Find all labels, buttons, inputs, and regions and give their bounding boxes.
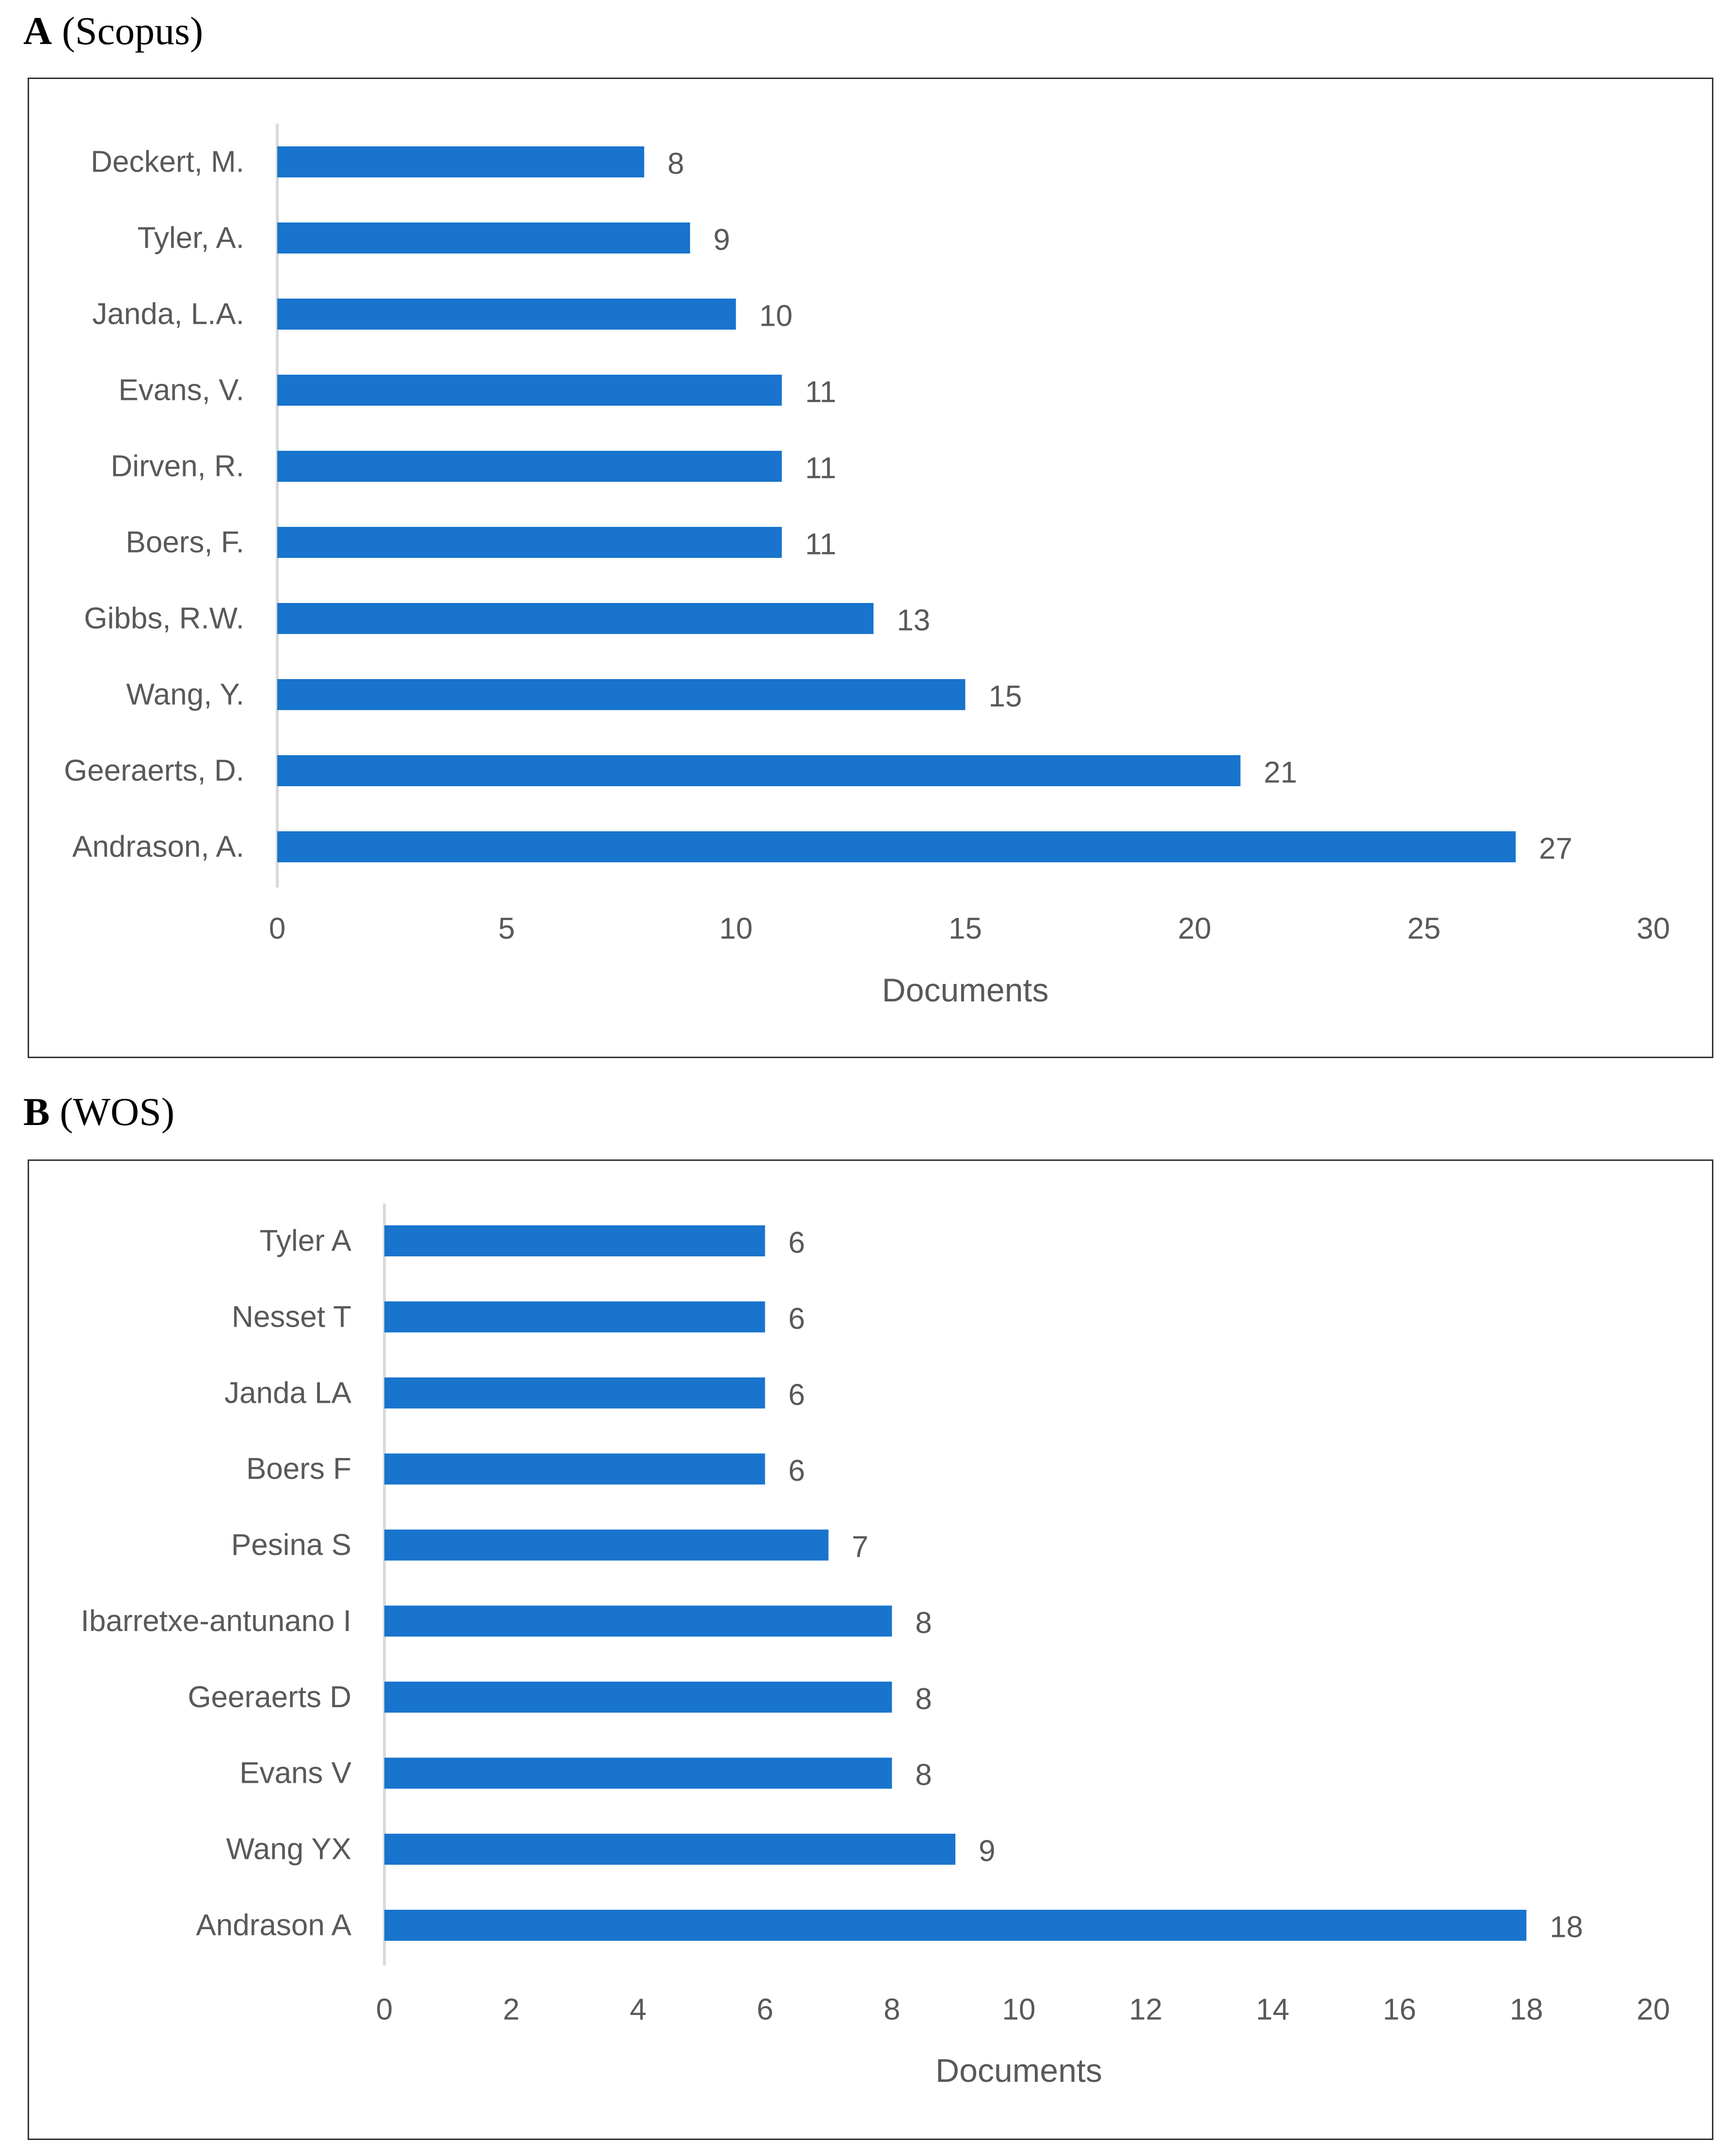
wos-bar bbox=[384, 1910, 1527, 1941]
wos-data-label: 18 bbox=[1550, 1911, 1583, 1944]
scopus-data-label: 11 bbox=[805, 528, 836, 561]
scopus-category-label: Dirven, R. bbox=[111, 450, 244, 483]
wos-category-label: Andrason A bbox=[196, 1909, 351, 1942]
wos-bar bbox=[384, 1834, 956, 1865]
scopus-x-tick-label: 5 bbox=[498, 912, 515, 946]
scopus-bar bbox=[277, 831, 1516, 862]
scopus-category-label: Tyler, A. bbox=[137, 222, 244, 255]
panel-b-letter: B bbox=[23, 1090, 50, 1134]
scopus-category-label: Boers, F. bbox=[126, 526, 244, 559]
wos-category-label: Wang YX bbox=[226, 1833, 351, 1866]
scopus-bar bbox=[277, 222, 690, 254]
scopus-category-label: Wang, Y. bbox=[126, 678, 244, 712]
wos-category-label: Janda LA bbox=[224, 1376, 352, 1410]
wos-bar bbox=[384, 1377, 765, 1409]
scopus-chart-frame: Deckert, M. 8 Tyler, A. 9 Janda, L.A. 10 Evans… bbox=[28, 78, 1713, 1058]
wos-bar bbox=[384, 1453, 765, 1485]
wos-data-label: 8 bbox=[915, 1759, 932, 1792]
scopus-data-label: 21 bbox=[1264, 756, 1297, 790]
panel-b-source: (WOS) bbox=[60, 1090, 175, 1134]
scopus-data-label: 9 bbox=[713, 223, 730, 257]
scopus-x-tick-label: 20 bbox=[1178, 912, 1211, 946]
scopus-data-label: 27 bbox=[1539, 832, 1572, 866]
scopus-bar bbox=[277, 755, 1241, 786]
wos-bar bbox=[384, 1605, 892, 1637]
panel-a-letter: A bbox=[23, 9, 52, 53]
scopus-bar bbox=[277, 451, 782, 482]
wos-data-label: 7 bbox=[852, 1530, 868, 1564]
wos-x-tick-label: 4 bbox=[630, 1993, 646, 2027]
wos-x-tick-label: 8 bbox=[884, 1993, 900, 2027]
wos-data-label: 6 bbox=[788, 1302, 805, 1335]
wos-x-axis-title: Documents bbox=[935, 2052, 1102, 2089]
scopus-x-tick-label: 25 bbox=[1407, 912, 1441, 946]
wos-category-label: Pesina S bbox=[231, 1528, 351, 1562]
wos-bar bbox=[384, 1301, 765, 1332]
scopus-bar bbox=[277, 375, 782, 406]
scopus-category-label: Gibbs, R.W. bbox=[84, 602, 244, 635]
wos-x-tick-label: 18 bbox=[1510, 1993, 1543, 2027]
wos-x-tick-label: 12 bbox=[1129, 1993, 1162, 2027]
wos-data-label: 6 bbox=[788, 1454, 805, 1488]
panel-a-source: (Scopus) bbox=[62, 9, 204, 53]
scopus-category-label: Andrason, A. bbox=[72, 830, 244, 864]
wos-x-tick-label: 10 bbox=[1002, 1993, 1036, 2027]
scopus-category-label: Deckert, M. bbox=[91, 145, 244, 179]
wos-data-label: 6 bbox=[788, 1226, 805, 1260]
wos-bar-chart: Tyler A 6 Nesset T 6 Janda LA 6 Boers F 6 Pesina… bbox=[81, 1204, 1670, 2089]
scopus-x-tick-label: 15 bbox=[949, 912, 982, 946]
scopus-data-label: 13 bbox=[897, 604, 930, 637]
wos-data-label: 8 bbox=[915, 1606, 932, 1640]
scopus-bar bbox=[277, 146, 645, 177]
wos-category-label: Geeraerts D bbox=[188, 1680, 351, 1714]
panel-b-heading: B (WOS) bbox=[23, 1083, 174, 1141]
scopus-x-tick-label: 0 bbox=[269, 912, 285, 946]
wos-category-label: Nesset T bbox=[232, 1300, 351, 1333]
scopus-bar bbox=[277, 527, 782, 558]
scopus-bar bbox=[277, 299, 736, 330]
scopus-bar bbox=[277, 679, 966, 710]
scopus-data-label: 11 bbox=[805, 452, 836, 485]
scopus-category-label: Geeraerts, D. bbox=[64, 754, 244, 788]
wos-bar bbox=[384, 1681, 892, 1713]
scopus-bar-chart: Deckert, M. 8 Tyler, A. 9 Janda, L.A. 10 Evans… bbox=[64, 124, 1670, 1009]
scopus-x-axis-title: Documents bbox=[882, 972, 1049, 1009]
wos-x-tick-label: 0 bbox=[376, 1993, 393, 2027]
wos-category-label: Tyler A bbox=[259, 1224, 351, 1258]
scopus-category-label: Janda, L.A. bbox=[92, 298, 244, 331]
wos-bar bbox=[384, 1758, 892, 1789]
wos-data-label: 9 bbox=[979, 1835, 995, 1868]
wos-x-tick-label: 20 bbox=[1637, 1993, 1670, 2027]
wos-x-tick-label: 14 bbox=[1256, 1993, 1289, 2027]
wos-data-label: 6 bbox=[788, 1378, 805, 1411]
wos-category-label: Ibarretxe-antunano I bbox=[81, 1604, 351, 1638]
scopus-x-tick-label: 30 bbox=[1637, 912, 1670, 946]
scopus-data-label: 15 bbox=[989, 680, 1022, 713]
scopus-category-label: Evans, V. bbox=[118, 374, 244, 407]
wos-x-tick-label: 16 bbox=[1383, 1993, 1416, 2027]
wos-chart-frame: Tyler A 6 Nesset T 6 Janda LA 6 Boers F 6 Pesina… bbox=[28, 1159, 1713, 2140]
wos-bar bbox=[384, 1225, 765, 1256]
wos-x-tick-label: 6 bbox=[757, 1993, 773, 2027]
scopus-data-label: 8 bbox=[667, 147, 684, 181]
scopus-x-tick-label: 10 bbox=[719, 912, 753, 946]
panel-a-heading: A (Scopus) bbox=[23, 2, 203, 60]
wos-category-label: Boers F bbox=[246, 1452, 351, 1486]
wos-category-label: Evans V bbox=[239, 1757, 352, 1790]
wos-bar bbox=[384, 1529, 829, 1561]
scopus-data-label: 10 bbox=[759, 300, 792, 333]
wos-data-label: 8 bbox=[915, 1682, 932, 1716]
wos-x-tick-label: 2 bbox=[503, 1993, 520, 2027]
scopus-bar bbox=[277, 603, 874, 634]
scopus-data-label: 11 bbox=[805, 376, 836, 409]
